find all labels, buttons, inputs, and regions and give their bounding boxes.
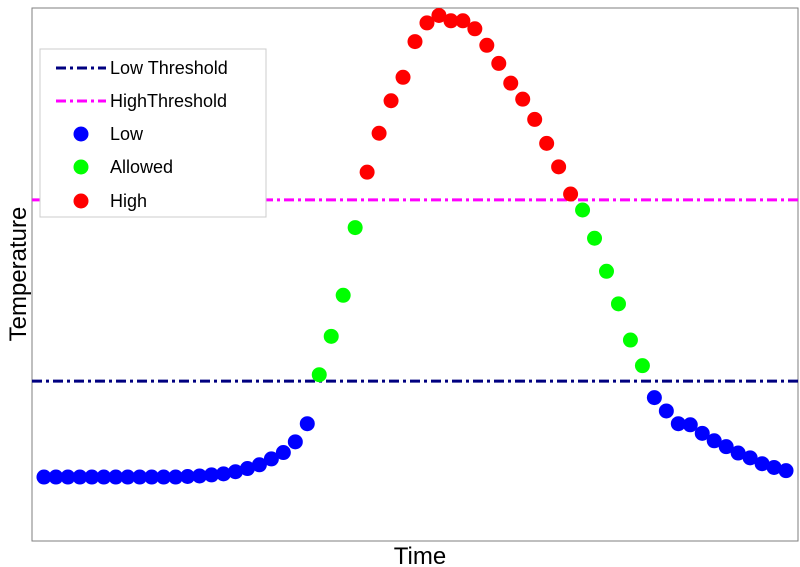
legend-label-low: Low	[110, 124, 144, 144]
point-low	[646, 390, 662, 406]
x-axis-label: Time	[394, 543, 446, 567]
legend-marker-low	[73, 126, 89, 142]
point-low	[730, 445, 746, 461]
plot-frame	[31, 7, 799, 542]
point-high	[503, 75, 519, 91]
point-low	[239, 461, 255, 477]
point-low	[718, 439, 734, 455]
point-high	[443, 13, 459, 29]
legend-label-high: High	[110, 191, 147, 211]
legend-label-low-threshold: Low Threshold	[110, 58, 228, 78]
point-low	[275, 445, 291, 461]
point-low	[251, 457, 267, 473]
point-low	[144, 469, 160, 485]
point-low	[742, 450, 758, 466]
point-high	[539, 135, 555, 151]
point-allowed	[323, 328, 339, 344]
point-low	[108, 469, 124, 485]
point-low	[204, 467, 220, 483]
point-low	[658, 403, 674, 419]
point-allowed	[311, 367, 327, 383]
point-low	[754, 456, 770, 472]
point-low	[180, 469, 196, 485]
point-high	[563, 186, 579, 202]
point-low	[694, 425, 710, 441]
point-high	[515, 91, 531, 107]
point-allowed	[622, 332, 638, 348]
point-low	[132, 469, 148, 485]
y-axis-label: Temperature	[5, 207, 32, 342]
legend-marker-high	[73, 193, 89, 209]
point-high	[455, 13, 471, 29]
point-low	[156, 469, 172, 485]
point-low	[84, 469, 100, 485]
point-allowed	[599, 263, 614, 279]
point-high	[383, 93, 399, 109]
point-low	[299, 416, 315, 432]
point-low	[778, 463, 794, 479]
point-high	[359, 164, 375, 180]
point-low	[263, 451, 279, 467]
point-low	[120, 469, 136, 485]
point-low	[36, 469, 52, 485]
legend: Low Threshold HighThreshold Low Allowed High	[39, 48, 267, 218]
point-allowed	[634, 358, 650, 374]
point-high	[491, 55, 507, 71]
point-high	[479, 37, 495, 53]
point-low	[60, 469, 76, 485]
point-high	[371, 125, 387, 141]
data-points	[36, 7, 794, 485]
legend-marker-allowed	[73, 159, 89, 175]
point-high	[431, 7, 447, 23]
point-low	[168, 469, 184, 485]
point-low	[682, 417, 698, 433]
point-low	[192, 468, 208, 484]
legend-label-allowed: Allowed	[110, 157, 173, 177]
point-low	[766, 459, 782, 475]
point-high	[395, 69, 411, 85]
point-low	[72, 469, 88, 485]
point-allowed	[575, 202, 591, 218]
legend-label-high-threshold: HighThreshold	[110, 91, 227, 111]
threshold-lines	[32, 198, 798, 383]
point-allowed	[587, 230, 603, 246]
point-low	[287, 434, 303, 450]
point-allowed	[347, 220, 363, 236]
point-low	[227, 464, 243, 480]
point-low	[216, 466, 231, 482]
point-low	[96, 469, 112, 485]
point-high	[419, 15, 435, 31]
point-allowed	[610, 296, 626, 312]
point-allowed	[335, 287, 351, 303]
point-low	[670, 416, 686, 432]
point-high	[467, 21, 483, 37]
point-high	[551, 159, 567, 175]
point-high	[527, 111, 543, 127]
point-low	[48, 469, 64, 485]
point-low	[706, 433, 722, 449]
point-high	[407, 34, 423, 50]
